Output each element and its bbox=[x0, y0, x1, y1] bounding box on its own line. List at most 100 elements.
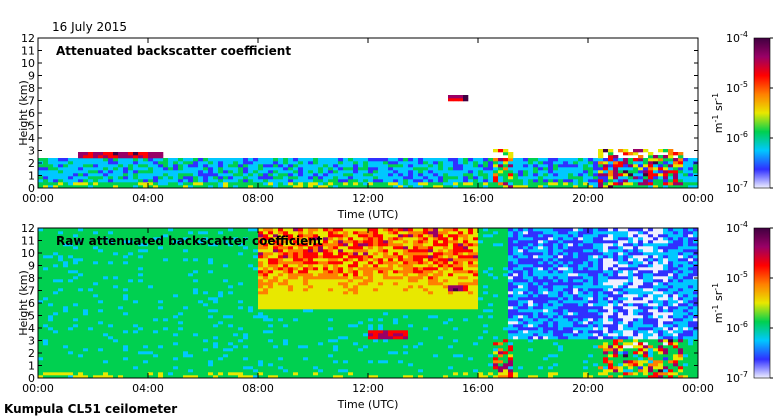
heatmap-cell bbox=[73, 258, 79, 262]
heatmap-cell bbox=[218, 330, 224, 334]
heatmap-cell bbox=[378, 285, 384, 289]
heatmap-cell bbox=[83, 354, 89, 358]
heatmap-cell bbox=[253, 342, 259, 346]
heatmap-cell bbox=[378, 327, 384, 331]
heatmap-cell bbox=[343, 240, 349, 244]
heatmap-cell bbox=[243, 297, 249, 301]
heatmap-cell bbox=[203, 273, 209, 277]
heatmap-cell bbox=[333, 270, 339, 274]
heatmap-cell bbox=[208, 351, 214, 355]
heatmap-cell bbox=[208, 360, 214, 364]
heatmap-cell bbox=[173, 312, 179, 316]
heatmap-cell bbox=[503, 185, 509, 189]
heatmap-cell bbox=[513, 182, 519, 186]
heatmap-cell bbox=[323, 342, 329, 346]
heatmap-cell bbox=[343, 285, 349, 289]
heatmap-cell bbox=[388, 357, 394, 361]
heatmap-cell bbox=[203, 345, 209, 349]
heatmap-cell bbox=[343, 264, 349, 268]
heatmap-cell bbox=[313, 282, 319, 286]
heatmap-cell bbox=[503, 182, 509, 186]
heatmap-cell bbox=[293, 294, 299, 298]
heatmap-cell bbox=[208, 258, 214, 262]
heatmap-cell bbox=[208, 324, 214, 328]
heatmap-cell bbox=[663, 176, 669, 180]
heatmap-cell bbox=[548, 158, 554, 162]
heatmap-cell bbox=[188, 282, 194, 286]
heatmap-cell bbox=[78, 228, 84, 232]
heatmap-cell bbox=[98, 261, 104, 265]
heatmap-cell bbox=[173, 185, 179, 189]
heatmap-cell bbox=[73, 291, 79, 295]
heatmap-cell bbox=[73, 249, 79, 253]
heatmap-cell bbox=[203, 369, 209, 373]
heatmap-cell bbox=[68, 240, 74, 244]
heatmap-cell bbox=[133, 255, 139, 259]
heatmap-cell bbox=[643, 170, 649, 174]
heatmap-cell bbox=[548, 185, 554, 189]
heatmap-cell bbox=[343, 261, 349, 265]
heatmap-cell bbox=[73, 255, 79, 259]
heatmap-cell bbox=[318, 179, 324, 183]
heatmap-cell bbox=[163, 255, 169, 259]
heatmap-cell bbox=[453, 179, 459, 183]
heatmap-cell bbox=[228, 375, 234, 379]
heatmap-cell bbox=[133, 234, 139, 238]
heatmap-cell bbox=[158, 345, 164, 349]
heatmap-cell bbox=[73, 354, 79, 358]
heatmap-cell bbox=[128, 234, 134, 238]
heatmap-cell bbox=[573, 164, 579, 168]
heatmap-cell bbox=[163, 297, 169, 301]
heatmap-cell bbox=[203, 243, 209, 247]
heatmap-cell bbox=[603, 179, 609, 183]
heatmap-cell bbox=[433, 176, 439, 180]
heatmap-cell bbox=[533, 182, 539, 186]
heatmap-cell bbox=[83, 312, 89, 316]
heatmap-cell bbox=[298, 348, 304, 352]
heatmap-cell bbox=[313, 357, 319, 361]
heatmap-cell bbox=[113, 152, 119, 156]
heatmap-cell bbox=[323, 327, 329, 331]
heatmap-cell bbox=[158, 228, 164, 232]
heatmap-cell bbox=[133, 243, 139, 247]
heatmap-cell bbox=[73, 375, 79, 379]
heatmap-cell bbox=[208, 164, 214, 168]
heatmap-cell bbox=[318, 315, 324, 319]
heatmap-cell bbox=[223, 351, 229, 355]
heatmap-cell bbox=[168, 273, 174, 277]
heatmap-cell bbox=[153, 303, 159, 307]
heatmap-cell bbox=[168, 318, 174, 322]
heatmap-cell bbox=[93, 182, 99, 186]
heatmap-cell bbox=[113, 173, 119, 177]
heatmap-cell bbox=[43, 185, 49, 189]
heatmap-cell bbox=[148, 315, 154, 319]
heatmap-cell bbox=[383, 170, 389, 174]
heatmap-cell bbox=[58, 321, 64, 325]
heatmap-cell bbox=[68, 333, 74, 337]
heatmap-cell bbox=[48, 327, 54, 331]
heatmap-cell bbox=[208, 306, 214, 310]
heatmap-cell bbox=[108, 309, 114, 313]
heatmap-cell bbox=[293, 237, 299, 241]
heatmap-cell bbox=[258, 375, 264, 379]
heatmap-cell bbox=[458, 185, 464, 189]
heatmap-cell bbox=[143, 152, 149, 156]
heatmap-cell bbox=[83, 167, 89, 171]
heatmap-cell bbox=[348, 276, 354, 280]
heatmap-cell bbox=[83, 170, 89, 174]
heatmap-cell bbox=[358, 234, 364, 238]
heatmap-cell bbox=[368, 179, 374, 183]
heatmap-cell bbox=[53, 237, 59, 241]
heatmap-cell bbox=[223, 309, 229, 313]
heatmap-cell bbox=[138, 348, 144, 352]
heatmap-cell bbox=[503, 173, 509, 177]
heatmap-cell bbox=[458, 158, 464, 162]
heatmap-cell bbox=[313, 300, 319, 304]
heatmap-cell bbox=[238, 270, 244, 274]
heatmap-cell bbox=[323, 231, 329, 235]
heatmap-cell bbox=[343, 182, 349, 186]
heatmap-cell bbox=[153, 170, 159, 174]
heatmap-cell bbox=[323, 375, 329, 379]
heatmap-cell bbox=[678, 179, 684, 183]
heatmap-cell bbox=[68, 176, 74, 180]
